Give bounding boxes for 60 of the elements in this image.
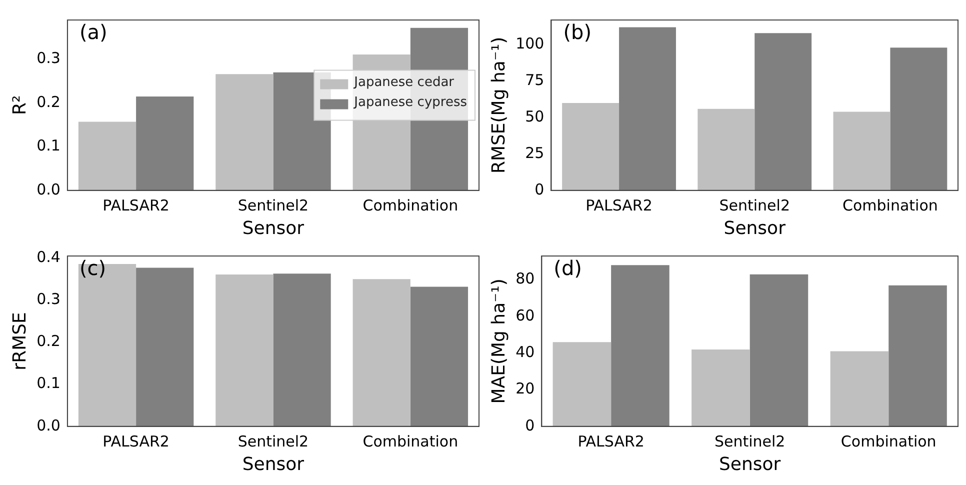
legend-label: Japanese cypress (353, 95, 468, 110)
y-tick-label: 0.4 (36, 248, 60, 266)
y-tick-label: 25 (525, 144, 544, 162)
bar (552, 342, 612, 426)
x-tick-label: PALSAR2 (586, 196, 652, 214)
bar (830, 351, 889, 426)
y-tick-label: 80 (516, 270, 535, 288)
x-tick-label: Sentinel2 (238, 432, 309, 450)
x-axis-title: Sensor (242, 218, 305, 239)
y-tick-label: 0.1 (36, 136, 60, 155)
x-tick-label: Sentinel2 (714, 432, 786, 450)
annotation: (b) (563, 20, 592, 44)
bar (698, 108, 755, 190)
y-tick-label: 100 (516, 34, 544, 53)
y-axis-title: RMSE(Mg ha⁻¹) (488, 36, 510, 174)
x-tick-label: Combination (362, 432, 458, 450)
x-tick-label: PALSAR2 (102, 432, 170, 450)
y-tick-label: 20 (516, 380, 535, 398)
y-tick-label: 40 (516, 343, 535, 361)
y-tick-label: 0.3 (36, 49, 60, 68)
x-tick-label: Combination (842, 196, 938, 214)
bar (611, 265, 670, 426)
x-tick-label: Combination (362, 196, 458, 214)
annotation: (d) (554, 256, 582, 280)
x-axis-title: Sensor (718, 454, 782, 475)
y-tick-label: 0 (534, 180, 544, 198)
bar (888, 285, 947, 426)
bar (692, 349, 750, 426)
bar (562, 103, 620, 190)
bar (750, 274, 808, 426)
bar (136, 96, 194, 190)
bar (890, 48, 948, 190)
y-tick-label: 0.1 (36, 374, 60, 392)
annotation: (c) (79, 256, 106, 280)
x-tick-label: Combination (840, 432, 936, 450)
y-tick-label: 75 (525, 71, 544, 90)
y-tick-label: 0.0 (36, 416, 60, 434)
y-tick-label: 0.2 (36, 92, 60, 111)
bar (619, 27, 676, 190)
x-tick-label: Sentinel2 (719, 196, 790, 214)
y-axis-title: rRMSE (9, 312, 30, 370)
y-tick-label: 0 (525, 416, 535, 434)
x-axis-title: Sensor (242, 454, 305, 475)
x-tick-label: PALSAR2 (102, 196, 170, 214)
y-tick-label: 60 (516, 306, 535, 324)
bar (216, 74, 274, 190)
y-axis-title: R² (9, 95, 30, 116)
legend-label: Japanese cedar (353, 75, 455, 90)
annotation: (a) (79, 20, 108, 44)
x-tick-label: Sentinel2 (238, 196, 309, 214)
y-tick-label: 0.0 (36, 180, 60, 198)
bar (833, 112, 890, 190)
y-tick-label: 0.3 (36, 290, 60, 308)
x-tick-label: PALSAR2 (578, 432, 644, 450)
x-axis-title: Sensor (724, 218, 786, 239)
bar (78, 122, 136, 190)
y-tick-label: 50 (525, 107, 544, 126)
bar (754, 33, 812, 190)
y-tick-label: 0.2 (36, 332, 60, 350)
y-axis-title: MAE(Mg ha⁻¹) (488, 278, 510, 404)
